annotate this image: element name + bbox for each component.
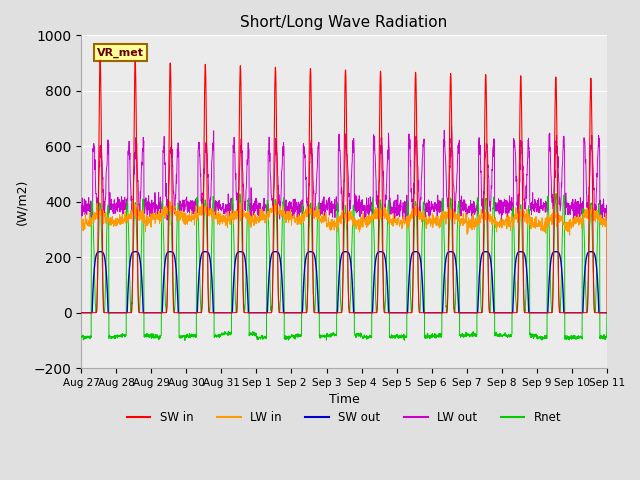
X-axis label: Time: Time [329, 394, 360, 407]
Y-axis label: (W/m2): (W/m2) [15, 179, 28, 225]
Text: VR_met: VR_met [97, 48, 144, 58]
Title: Short/Long Wave Radiation: Short/Long Wave Radiation [241, 15, 447, 30]
Legend: SW in, LW in, SW out, LW out, Rnet: SW in, LW in, SW out, LW out, Rnet [122, 407, 566, 429]
